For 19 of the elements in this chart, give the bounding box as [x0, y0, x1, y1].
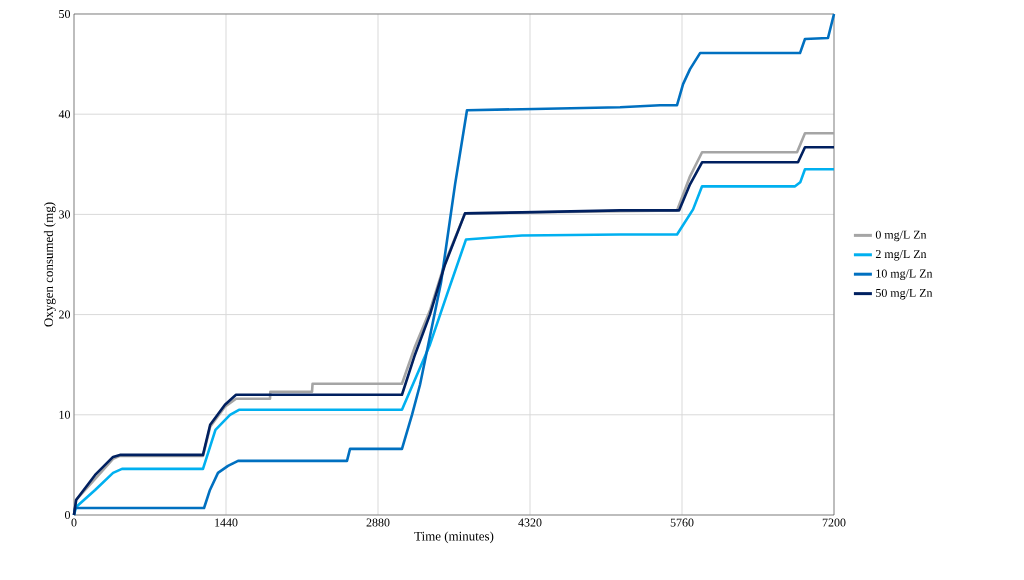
y-tick-label: 50: [59, 9, 71, 19]
legend-label: 10 mg/L Zn: [876, 269, 933, 280]
y-tick-label: 40: [58, 110, 71, 119]
x-tick-label: 7200: [822, 518, 846, 527]
y-tick-label: 10: [59, 410, 71, 419]
x-tick-label: 2880: [366, 518, 390, 527]
line-series: [72, 12, 836, 517]
legend-label: 0 mg/L Zn: [875, 230, 927, 242]
y-tick-label: 0: [64, 510, 71, 520]
x-tick-label: 5760: [670, 518, 694, 527]
x-tick-label: 0: [71, 518, 77, 527]
x-axis-title: Time (minutes): [414, 531, 494, 544]
legend-label: 50 mg/L Zn: [876, 288, 933, 300]
y-axis-title: Oxygen consumed (mg): [43, 202, 56, 327]
x-tick-label: 4320: [518, 518, 542, 527]
y-tick-label: 20: [59, 310, 71, 319]
legend-label: 2 mg/L Zn: [875, 250, 927, 261]
y-tick-label: 30: [59, 210, 71, 219]
x-tick-label: 1440: [215, 518, 238, 527]
